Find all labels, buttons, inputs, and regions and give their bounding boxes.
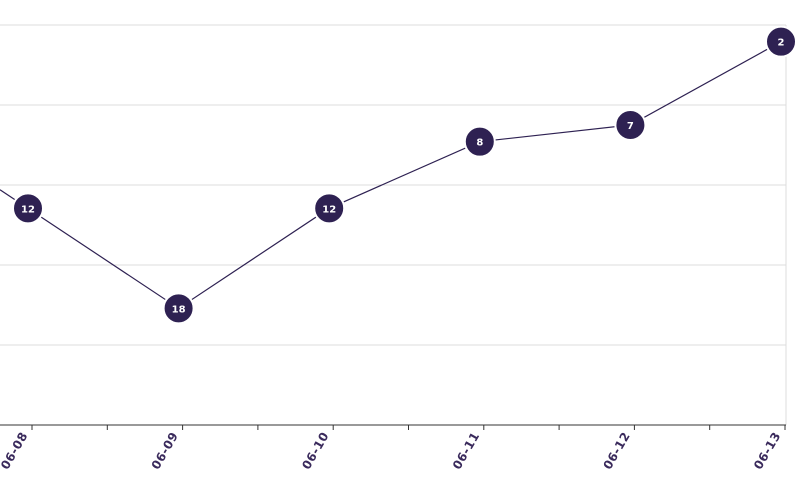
data-markers: 12 18 12 8 7 2 [12,25,797,325]
data-point-label: 18 [172,304,186,315]
x-tick-label: 06-11 [450,430,483,472]
data-point-label: 7 [627,121,634,132]
x-tick-label: 06-09 [149,430,182,472]
data-point-label: 2 [778,38,785,49]
x-axis [0,424,786,430]
x-tick-label: 06-10 [299,430,332,472]
data-point-label: 8 [476,138,483,149]
series [0,41,782,310]
data-point-marker[interactable] [765,25,797,58]
data-point-marker[interactable] [12,192,44,225]
data-point-marker[interactable] [614,109,647,141]
data-point-marker[interactable] [313,192,346,225]
data-point-marker[interactable] [463,125,496,158]
data-point-label: 12 [322,204,336,215]
x-tick-labels: 06-08 06-09 06-10 06-11 06-12 06-13 [0,430,784,472]
data-point-label: 12 [21,204,35,215]
x-tick-label: 06-12 [600,430,633,472]
x-tick-label: 06-13 [751,430,784,472]
series-line [0,41,782,310]
data-point-marker[interactable] [162,292,195,325]
x-tick-label: 06-08 [0,430,31,472]
grid-lines [0,24,787,425]
